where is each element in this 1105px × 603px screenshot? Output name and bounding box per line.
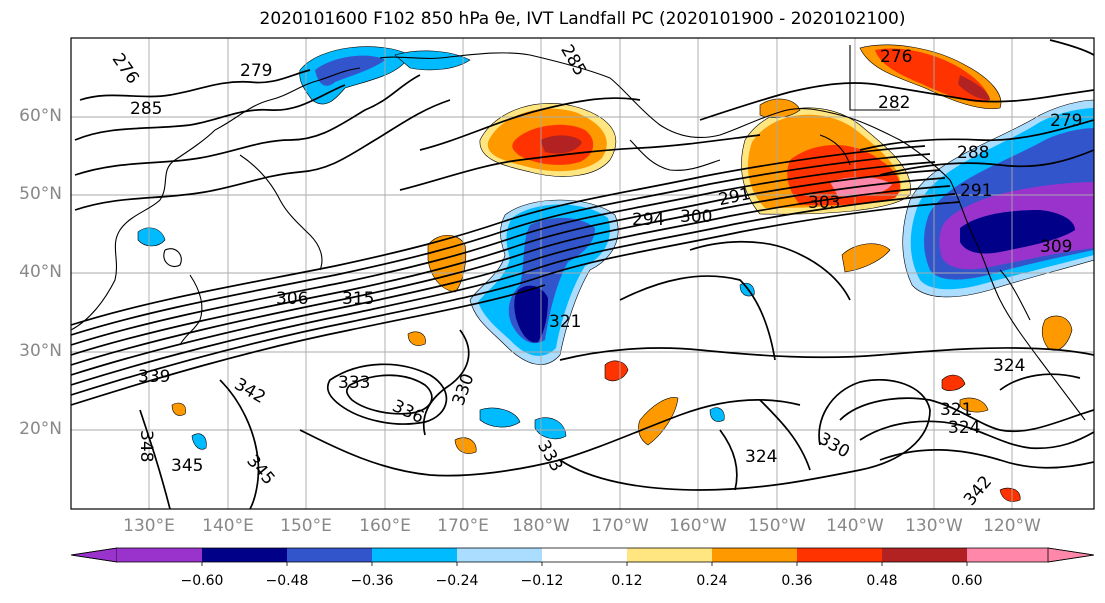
colorbar-bin [457, 548, 542, 562]
lon-label: 170°W [575, 516, 665, 536]
contour-label: 291 [960, 181, 992, 201]
colorbar-tick-label: −0.24 [427, 573, 487, 589]
contour-label: 339 [138, 367, 170, 387]
lon-label: 140°W [810, 516, 900, 536]
lat-label: 50°N [2, 184, 62, 204]
lon-label: 120°W [967, 516, 1057, 536]
colorbar-tick-label: 0.48 [852, 573, 912, 589]
contour-label: 294 [632, 210, 664, 230]
contour-label: 306 [276, 289, 308, 309]
lon-label: 170°E [418, 516, 508, 536]
colorbar-tick-label: 0.12 [597, 573, 657, 589]
colorbar-bin [627, 548, 712, 562]
contour-label: 300 [680, 207, 712, 227]
contour-label: 315 [342, 289, 374, 309]
contour-label: 285 [130, 99, 162, 119]
colorbar-tick-label: −0.60 [172, 573, 232, 589]
contour-label: 279 [240, 61, 272, 81]
colorbar-tick-label: 0.60 [937, 573, 997, 589]
contour-label: 309 [1040, 237, 1072, 257]
lon-label: 140°E [183, 516, 273, 536]
colorbar-bin [372, 548, 457, 562]
contour-label: 321 [549, 312, 581, 332]
colorbar-tick-label: −0.12 [512, 573, 572, 589]
contour-label: 321 [940, 400, 972, 420]
colorbar-tick-label: 0.24 [682, 573, 742, 589]
contour-label: 333 [338, 373, 370, 393]
contour-label: 348 [136, 430, 156, 462]
lon-label: 150°W [732, 516, 822, 536]
colorbar-bin [967, 548, 1048, 562]
lat-label: 60°N [2, 106, 62, 126]
contour-label: 324 [745, 447, 777, 467]
map-figure: 276 279 285 285 276 282 279 288 291 294 … [0, 0, 1105, 603]
contour-label: 303 [808, 193, 840, 213]
contour-label: 324 [948, 418, 980, 438]
lat-label: 20°N [2, 419, 62, 439]
lon-label: 160°E [340, 516, 430, 536]
contour-label: 279 [1050, 111, 1082, 131]
colorbar-tick-label: −0.36 [342, 573, 402, 589]
colorbar-bin [712, 548, 797, 562]
lon-label: 130°W [889, 516, 979, 536]
lon-label: 130°E [104, 516, 194, 536]
contour-label: 324 [993, 356, 1025, 376]
colorbar-bin [287, 548, 372, 562]
lat-label: 30°N [2, 341, 62, 361]
colorbar-tick-label: 0.36 [767, 573, 827, 589]
colorbar-tick-label: −0.48 [257, 573, 317, 589]
colorbar-bin [882, 548, 967, 562]
contour-label: 288 [957, 143, 989, 163]
lat-label: 40°N [2, 262, 62, 282]
lon-label: 150°E [261, 516, 351, 536]
colorbar-bin [542, 548, 627, 562]
colorbar-high-extend [1048, 548, 1094, 562]
contour-label: 282 [878, 93, 910, 113]
colorbar-bin [797, 548, 882, 562]
map-area: 276 279 285 285 276 282 279 288 291 294 … [71, 38, 1094, 510]
contour-label: 276 [880, 47, 912, 67]
contour-label: 345 [171, 456, 203, 476]
lon-label: 160°W [653, 516, 743, 536]
colorbar [71, 548, 1094, 566]
lon-label: 180°W [496, 516, 586, 536]
colorbar-bin [202, 548, 287, 562]
colorbar-bin [117, 548, 202, 562]
colorbar-low-extend [71, 548, 117, 562]
